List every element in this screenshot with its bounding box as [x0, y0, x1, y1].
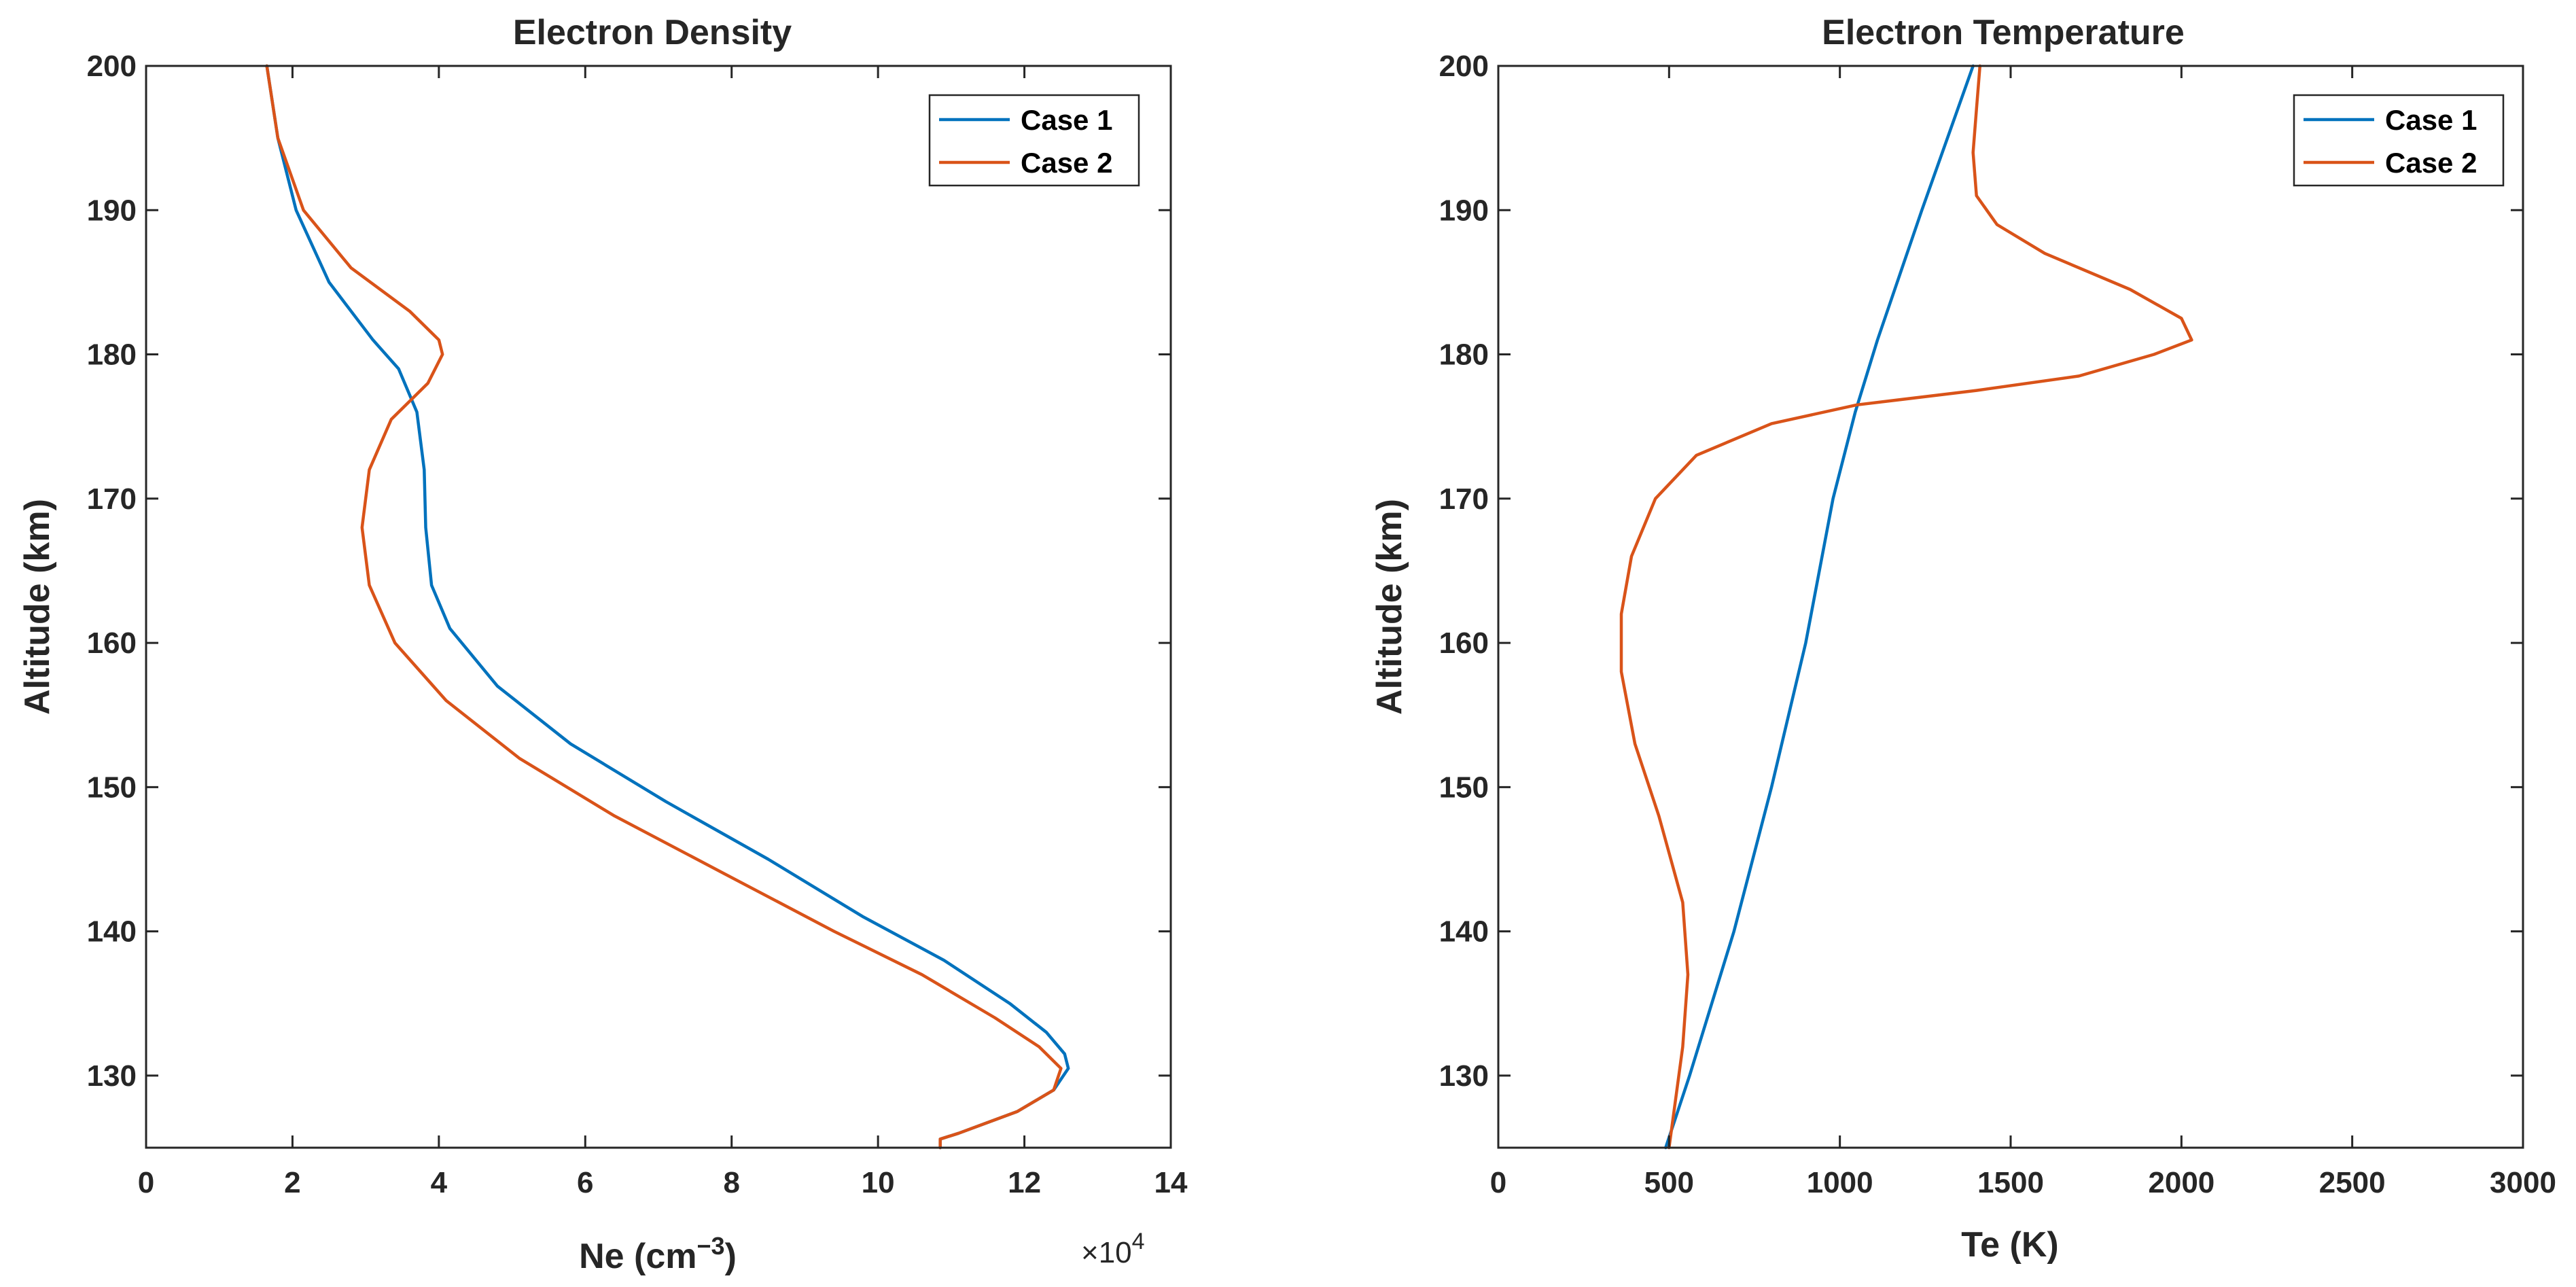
temperature-y-tick-label: 160: [1439, 627, 1489, 660]
temperature-y-axis-label: Altitude (km): [1370, 499, 1409, 715]
density-legend: Case 1 Case 2: [928, 94, 1140, 187]
density-legend-case1-label: Case 1: [1021, 104, 1112, 136]
density-case2-line: [265, 64, 1063, 1150]
density-y-tick-label: 170: [87, 482, 137, 516]
temperature-y-tick-label: 170: [1439, 482, 1489, 516]
density-case1-line: [265, 64, 1070, 1150]
density-x-label-close: ): [725, 1237, 737, 1276]
temperature-case1-line: [1664, 64, 1975, 1150]
density-x-multiplier: ×104: [1081, 1229, 1145, 1269]
temperature-y-tick-label: 180: [1439, 338, 1489, 372]
temperature-x-tick-label: 3000: [2490, 1166, 2556, 1199]
temperature-y-tick-label: 150: [1439, 771, 1489, 804]
temperature-curves: [1619, 64, 2193, 1150]
temperature-y-tick-label: 140: [1439, 915, 1489, 949]
density-y-tick-label: 180: [87, 338, 137, 372]
density-ticks: 0 2 4 6 8 10 12 14 130 140 150 160 170 180 190 200: [87, 50, 1188, 1199]
density-x-tick-label: 14: [1154, 1166, 1188, 1199]
density-x-tick-label: 4: [431, 1166, 448, 1199]
temperature-panel: Electron Temperature 0 500 1000 1500 2000 250…: [1370, 13, 2556, 1265]
density-chart-title: Electron Density: [513, 13, 792, 52]
temperature-legend-case2-label: Case 2: [2385, 147, 2477, 179]
density-axes-box: [145, 65, 1172, 1149]
temperature-x-tick-label: 2500: [2319, 1166, 2386, 1199]
density-x-multiplier-base: ×10: [1081, 1236, 1132, 1269]
temperature-x-tick-label: 2000: [2148, 1166, 2215, 1199]
density-y-tick-label: 130: [87, 1059, 137, 1093]
density-panel: Electron Density 0 2 4 6 8 10 12 14 130 140 150 160…: [18, 13, 1188, 1276]
density-curves: [265, 64, 1070, 1150]
temperature-legend: Case 1 Case 2: [2293, 94, 2505, 187]
density-legend-box: [928, 94, 1140, 187]
density-x-tick-label: 0: [138, 1166, 154, 1199]
density-y-tick-label: 160: [87, 627, 137, 660]
density-x-tick-label: 10: [862, 1166, 895, 1199]
density-y-tick-label: 150: [87, 771, 137, 804]
temperature-x-tick-label: 500: [1644, 1166, 1694, 1199]
temperature-x-axis-label: Te (K): [1961, 1225, 2058, 1265]
temperature-legend-box: [2293, 94, 2505, 187]
temperature-y-tick-label: 130: [1439, 1059, 1489, 1093]
density-x-label-exponent: −3: [697, 1232, 725, 1260]
temperature-case2-line: [1619, 64, 2193, 1150]
temperature-x-tick-label: 1000: [1807, 1166, 1873, 1199]
temperature-x-tick-label: 1500: [1977, 1166, 2044, 1199]
temperature-y-tick-label: 190: [1439, 194, 1489, 227]
temperature-x-tick-label: 0: [1490, 1166, 1506, 1199]
density-y-tick-label: 190: [87, 194, 137, 227]
density-y-axis-label: Altitude (km): [18, 499, 57, 715]
density-x-tick-label: 6: [577, 1166, 593, 1199]
density-x-tick-label: 2: [284, 1166, 300, 1199]
density-x-tick-label: 8: [723, 1166, 739, 1199]
density-y-tick-label: 200: [87, 50, 137, 83]
temperature-ticks: 0 500 1000 1500 2000 2500 3000 130 140 150 160 170 1…: [1439, 50, 2556, 1199]
temperature-axes-box: [1497, 65, 2524, 1149]
density-x-multiplier-exponent: 4: [1132, 1229, 1145, 1254]
temperature-chart-title: Electron Temperature: [1822, 13, 2185, 52]
density-x-tick-label: 12: [1008, 1166, 1041, 1199]
temperature-y-tick-label: 200: [1439, 50, 1489, 83]
temperature-legend-case1-label: Case 1: [2385, 104, 2477, 136]
density-x-label-base: Ne (cm: [579, 1237, 696, 1276]
density-x-axis-label: Ne (cm−3): [579, 1232, 737, 1276]
density-y-tick-label: 140: [87, 915, 137, 949]
density-legend-case2-label: Case 2: [1021, 147, 1112, 179]
